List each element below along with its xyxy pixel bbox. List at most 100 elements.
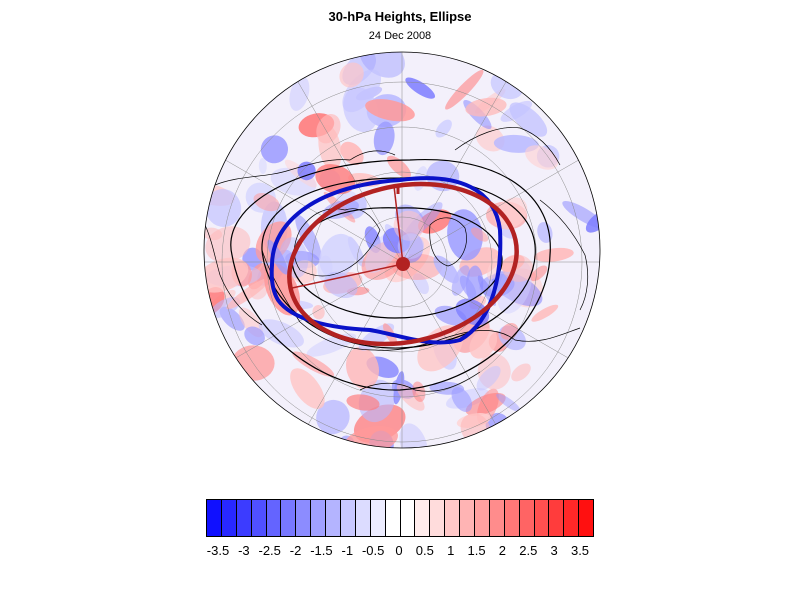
negative-anomaly-patch bbox=[476, 365, 501, 391]
negative-anomaly-patch bbox=[435, 119, 452, 138]
ellipse-center-marker bbox=[396, 257, 410, 271]
negative-anomaly-patch bbox=[496, 393, 521, 412]
positive-anomaly-patch bbox=[340, 141, 364, 166]
colorbar-cell bbox=[475, 500, 490, 536]
colorbar-tick-label: -3 bbox=[238, 543, 250, 558]
height-contour-inner bbox=[291, 207, 503, 319]
colorbar-tick-label: 1 bbox=[447, 543, 455, 558]
colorbar-cell bbox=[341, 500, 356, 536]
colorbar-cell bbox=[579, 500, 594, 536]
polar-map bbox=[203, 51, 601, 449]
colorbar-tick-label: 2.5 bbox=[519, 543, 538, 558]
positive-anomaly-patch bbox=[470, 227, 489, 242]
positive-anomaly-patch bbox=[346, 347, 379, 389]
negative-anomaly-patch bbox=[258, 158, 267, 174]
colorbar-tick-labels: -3.5 -3 -2.5 -2 -1.5 -1 -0.5 0 0.5 1 1.5 2 2.5 3 3.5 bbox=[0, 543, 800, 563]
positive-anomaly-patch bbox=[511, 363, 531, 382]
positive-anomaly-patch bbox=[534, 247, 574, 262]
positive-anomaly-patch bbox=[445, 69, 484, 110]
colorbar-tick-label: 0.5 bbox=[415, 543, 434, 558]
colorbar-cell bbox=[326, 500, 342, 536]
positive-anomaly-patch bbox=[469, 328, 498, 359]
positive-anomaly-patch bbox=[226, 277, 270, 310]
negative-anomaly-patch bbox=[562, 200, 600, 229]
positive-anomaly-patch bbox=[494, 197, 528, 230]
negative-anomaly-patch bbox=[373, 121, 395, 156]
meridian-line bbox=[401, 261, 533, 448]
globe-outline bbox=[203, 51, 601, 449]
colorbar-cell bbox=[489, 500, 505, 536]
colorbar-cell bbox=[549, 500, 565, 536]
positive-anomaly-patch bbox=[525, 145, 559, 170]
colorbar-cell bbox=[400, 500, 416, 536]
colorbar-cell bbox=[460, 500, 476, 536]
colorbar-tick-label: -0.5 bbox=[361, 543, 385, 558]
colorbar-tick-label: -1 bbox=[341, 543, 354, 558]
negative-anomaly-patch bbox=[319, 233, 357, 279]
colorbar-cell bbox=[251, 500, 267, 536]
colorbar-tick-label: 0 bbox=[395, 543, 403, 558]
positive-anomaly-patch bbox=[465, 392, 506, 416]
positive-anomaly-patch bbox=[290, 368, 325, 409]
colorbar bbox=[206, 499, 594, 537]
positive-anomaly-patch bbox=[339, 62, 364, 88]
colorbar-cell bbox=[355, 500, 371, 536]
colorbar-tick-label: -2 bbox=[289, 543, 302, 558]
negative-anomaly-patch bbox=[451, 387, 473, 413]
negative-anomaly-patch bbox=[324, 271, 358, 299]
colorbar-cell bbox=[534, 500, 550, 536]
positive-anomaly-patch bbox=[292, 351, 335, 377]
vortex-edge-contour bbox=[269, 176, 503, 345]
negative-anomaly-patch bbox=[359, 52, 405, 78]
negative-anomaly-patch bbox=[205, 189, 242, 227]
colorbar-cell bbox=[519, 500, 535, 536]
negative-anomaly-patch bbox=[451, 265, 470, 296]
positive-anomaly-patch bbox=[346, 394, 380, 411]
colorbar-tick-label: 3.5 bbox=[570, 543, 590, 558]
ellipse-minor-axis bbox=[393, 185, 404, 265]
colorbar-cell bbox=[430, 500, 446, 536]
colorbar-cell bbox=[370, 500, 386, 536]
negative-anomaly-patch bbox=[295, 214, 322, 260]
map-subtitle: 24 Dec 2008 bbox=[368, 30, 432, 42]
colorbar-cell bbox=[221, 500, 237, 536]
positive-anomaly-patch bbox=[396, 383, 425, 411]
anomaly-field bbox=[204, 52, 600, 448]
map-title: 30-hPa Heights, Ellipse bbox=[328, 9, 472, 24]
negative-anomaly-patch bbox=[447, 209, 483, 261]
positive-anomaly-patch bbox=[386, 155, 412, 179]
positive-anomaly-patch bbox=[531, 304, 559, 322]
negative-anomaly-patch bbox=[244, 326, 265, 346]
colorbar-cell bbox=[281, 500, 297, 536]
negative-anomaly-patch bbox=[342, 69, 382, 113]
colorbar-cell bbox=[564, 500, 580, 536]
ellipse-outline bbox=[287, 181, 519, 347]
colorbar-tick-label: 1.5 bbox=[467, 543, 486, 558]
positive-anomaly-patch bbox=[316, 113, 341, 144]
fitted-ellipse bbox=[287, 181, 519, 347]
negative-anomaly-patch bbox=[465, 265, 484, 304]
negative-anomaly-patch bbox=[405, 77, 436, 99]
colorbar-cell bbox=[207, 500, 222, 536]
colorbar-tick-label: -1.5 bbox=[310, 543, 333, 558]
colorbar-tick-label: 2 bbox=[498, 543, 507, 558]
negative-anomaly-patch bbox=[316, 399, 350, 435]
negative-anomaly-patch bbox=[258, 319, 304, 348]
colorbar-cell bbox=[445, 500, 461, 536]
positive-anomaly-patch bbox=[465, 97, 507, 117]
positive-anomaly-patch bbox=[365, 99, 415, 122]
negative-anomaly-patch bbox=[537, 222, 553, 243]
colorbar-cell bbox=[236, 500, 252, 536]
meridian-line bbox=[271, 261, 403, 448]
colorbar-cell bbox=[385, 500, 401, 536]
positive-anomaly-patch bbox=[530, 265, 548, 282]
colorbar-tick-label: -3.5 bbox=[206, 543, 230, 558]
colorbar-tick-label: 3 bbox=[550, 543, 558, 558]
colorbar-tick-label: -2.5 bbox=[258, 543, 281, 558]
colorbar-cell bbox=[504, 500, 520, 536]
colorbar-cell bbox=[415, 500, 431, 536]
negative-anomaly-patch bbox=[289, 76, 310, 111]
coastlines bbox=[204, 127, 589, 392]
height-contour-outer bbox=[230, 158, 551, 391]
positive-anomaly-patch bbox=[315, 164, 356, 195]
